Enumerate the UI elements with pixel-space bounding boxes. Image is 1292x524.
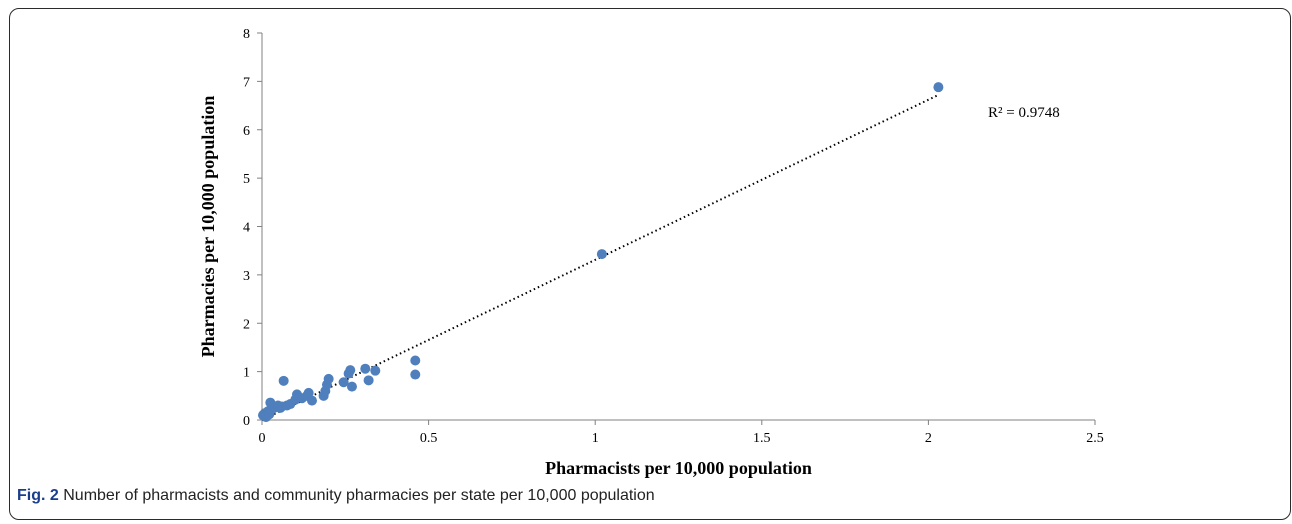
y-tick-label: 8 <box>243 27 250 42</box>
data-point <box>303 387 314 398</box>
y-tick-label: 2 <box>243 317 250 332</box>
data-point <box>410 355 421 366</box>
figure-caption: Fig. 2 Number of pharmacists and communi… <box>17 487 1277 505</box>
caption-label: Fig. 2 <box>17 487 59 504</box>
data-point <box>345 365 356 376</box>
data-points <box>257 82 944 423</box>
y-tick-label: 6 <box>243 124 250 139</box>
x-tick-label: 2 <box>925 431 932 446</box>
y-tick-label: 1 <box>243 366 250 381</box>
y-axis-title: Pharmacies per 10,000 population <box>198 96 218 358</box>
data-point <box>346 381 357 392</box>
x-axis-title: Pharmacists per 10,000 population <box>545 458 812 478</box>
axis-labels: 0 1 2 3 4 5 6 7 8 0 0.5 1 1.5 2 2.5 Pharmacists per 10,… <box>198 27 1104 478</box>
r-squared-annotation: R² = 0.9748 <box>988 105 1060 121</box>
data-point <box>278 375 289 386</box>
x-tick-label: 1.5 <box>753 431 771 446</box>
data-point <box>933 82 944 93</box>
y-tick-label: 0 <box>243 414 250 429</box>
data-point <box>370 365 381 376</box>
axes <box>257 32 1096 425</box>
x-tick-label: 0.5 <box>420 431 438 446</box>
data-point <box>410 369 421 380</box>
y-tick-label: 7 <box>243 75 250 90</box>
x-tick-label: 1 <box>592 431 599 446</box>
data-point <box>596 249 607 260</box>
y-tick-label: 3 <box>243 269 250 284</box>
data-point <box>363 375 374 386</box>
scatter-chart: 0 1 2 3 4 5 6 7 8 0 0.5 1 1.5 2 2.5 Pharmacists per 10,… <box>198 27 1104 478</box>
x-tick-label: 0 <box>259 431 266 446</box>
x-tick-label: 2.5 <box>1086 431 1104 446</box>
data-point <box>360 363 371 374</box>
y-tick-label: 4 <box>243 221 250 236</box>
y-tick-label: 5 <box>243 172 250 187</box>
caption-text: Number of pharmacists and community phar… <box>63 487 655 504</box>
data-point <box>306 395 317 406</box>
figure-frame <box>9 8 1291 520</box>
data-point <box>338 377 349 388</box>
data-point <box>323 373 334 384</box>
